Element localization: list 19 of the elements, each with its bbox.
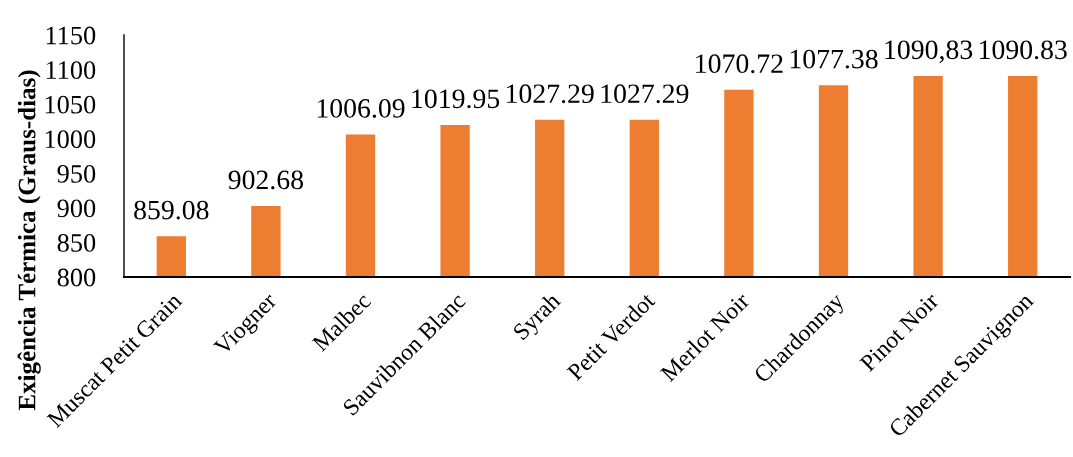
y-tick-label: 1000 [45,130,96,149]
data-label: 1090,83 [885,40,973,64]
y-tick-label: 1100 [46,61,96,79]
data-label: 1077.38 [790,49,878,69]
data-label: 1070.72 [696,54,783,74]
data-label: 1019.95 [412,89,500,109]
y-tick-label: 800 [57,268,96,287]
data-label: 1027.29 [507,84,594,104]
y-axis-title: Exigência Térmica (Graus-dias) [17,70,41,411]
data-label: 1027.29 [601,84,689,104]
y-tick-label: 1150 [46,26,96,45]
data-label: 902.68 [228,170,304,190]
y-tick-label: 950 [57,164,96,183]
data-label: 1006.09 [317,99,405,118]
data-label: 859.08 [134,200,209,220]
y-tick-label: 1050 [45,95,96,114]
y-tick-label: 850 [57,234,96,252]
y-tick-label: 900 [57,199,96,218]
data-label: 1090.83 [980,40,1067,60]
